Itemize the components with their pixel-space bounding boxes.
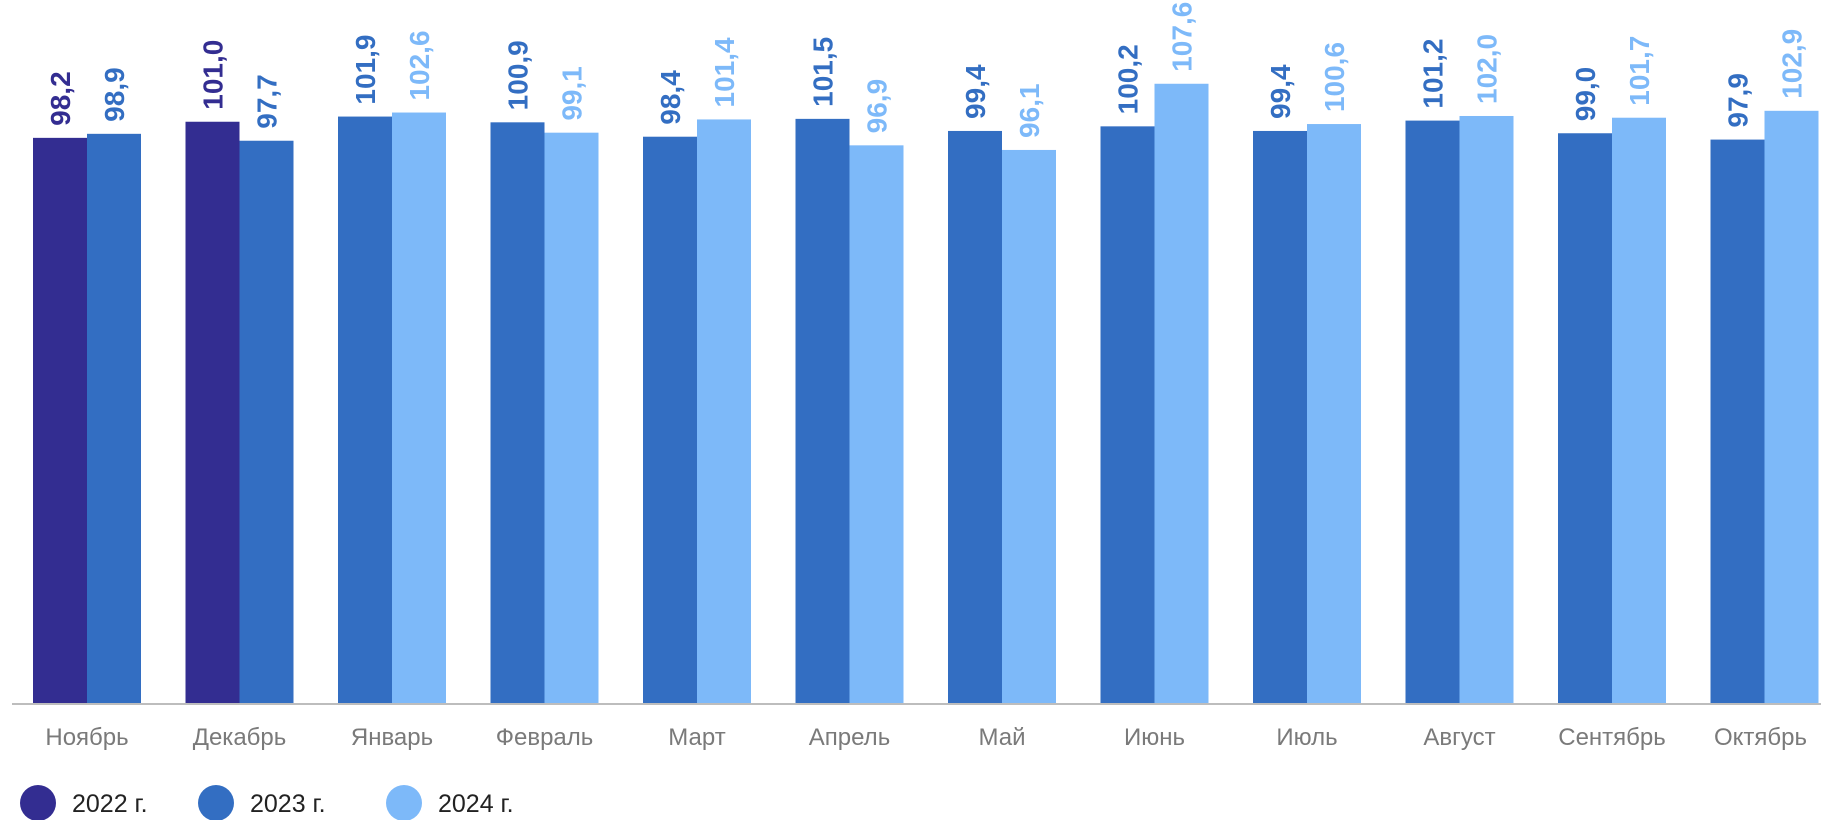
- bar-Июнь-2024 г.: [1154, 83, 1209, 703]
- bar-Декабрь-2023 г.: [239, 140, 294, 703]
- data-label-Ноябрь-2023 г.: 98,9: [99, 67, 130, 122]
- data-label-Февраль-2023 г.: 100,9: [503, 40, 534, 110]
- data-label-Октябрь-2024 г.: 102,9: [1777, 29, 1808, 99]
- bar-Июль-2024 г.: [1307, 124, 1361, 703]
- data-label-Сентябрь-2024 г.: 101,7: [1624, 36, 1655, 106]
- data-label-Июль-2024 г.: 100,6: [1319, 42, 1350, 112]
- bar-Октябрь-2024 г.: [1764, 110, 1819, 704]
- legend-label-2024 г.: 2024 г.: [438, 790, 514, 818]
- bar-Август-2023 г.: [1405, 120, 1460, 704]
- data-label-Декабрь-2023 г.: 97,7: [252, 74, 283, 129]
- data-label-Июнь-2024 г.: 107,6: [1167, 2, 1198, 72]
- data-label-Апрель-2023 г.: 101,5: [808, 37, 839, 107]
- data-label-Январь-2023 г.: 101,9: [350, 34, 381, 104]
- data-label-Сентябрь-2023 г.: 99,0: [1570, 67, 1601, 122]
- bar-Февраль-2023 г.: [490, 122, 545, 704]
- bar-Сентябрь-2023 г.: [1558, 133, 1612, 703]
- bar-Июль-2023 г.: [1253, 130, 1307, 703]
- x-tick-label-Август: Август: [1423, 724, 1495, 751]
- bar-Сентябрь-2024 г.: [1612, 117, 1666, 704]
- x-tick-label-Июль: Июль: [1276, 724, 1337, 751]
- data-label-Январь-2024 г.: 102,6: [404, 30, 435, 100]
- x-tick-label-Июнь: Июнь: [1124, 724, 1185, 751]
- data-label-Март-2024 г.: 101,4: [709, 37, 740, 107]
- bar-Октябрь-2023 г.: [1710, 139, 1765, 703]
- x-tick-label-Январь: Январь: [351, 724, 433, 751]
- data-labels-layer: 98,2 98,9 101,0 97,7 101,9 102,6 100,9 99,1 98,4…: [45, 2, 1808, 138]
- legend-marker-2023 г.: [198, 785, 234, 820]
- data-label-Ноябрь-2022 г.: 98,2: [45, 71, 76, 126]
- bar-Август-2024 г.: [1459, 115, 1514, 704]
- bar-Декабрь-2022 г.: [185, 121, 240, 704]
- bar-Март-2024 г.: [697, 119, 751, 704]
- bar-Май-2023 г.: [948, 130, 1002, 703]
- x-tick-label-Октябрь: Октябрь: [1714, 724, 1807, 751]
- data-label-Август-2024 г.: 102,0: [1472, 34, 1503, 104]
- data-label-Декабрь-2022 г.: 101,0: [198, 40, 229, 110]
- legend-label-2022 г.: 2022 г.: [72, 790, 148, 818]
- bar-Апрель-2023 г.: [795, 118, 850, 704]
- data-label-Май-2023 г.: 99,4: [960, 64, 991, 119]
- x-tick-label-Сентябрь: Сентябрь: [1558, 724, 1666, 751]
- x-tick-labels-layer: Ноябрь Декабрь Январь Февраль Март Апрель Май И…: [45, 724, 1807, 751]
- data-label-Апрель-2024 г.: 96,9: [862, 79, 893, 134]
- bars-layer: [33, 83, 1819, 704]
- data-label-Июнь-2023 г.: 100,2: [1113, 44, 1144, 114]
- x-tick-label-Май: Май: [978, 724, 1025, 751]
- data-label-Май-2024 г.: 96,1: [1014, 83, 1045, 138]
- legend-marker-2022 г.: [20, 785, 56, 820]
- bar-Май-2024 г.: [1002, 149, 1056, 703]
- x-tick-label-Апрель: Апрель: [809, 724, 890, 751]
- data-label-Август-2023 г.: 101,2: [1418, 39, 1449, 109]
- bar-Июнь-2023 г.: [1100, 126, 1155, 703]
- bar-Январь-2024 г.: [392, 112, 446, 704]
- data-label-Июль-2023 г.: 99,4: [1265, 64, 1296, 119]
- legend-label-2023 г.: 2023 г.: [250, 790, 326, 818]
- bar-Апрель-2024 г.: [849, 145, 904, 703]
- bar-Март-2023 г.: [643, 136, 697, 703]
- x-tick-label-Февраль: Февраль: [496, 724, 594, 751]
- bar-Ноябрь-2023 г.: [87, 133, 141, 703]
- bar-Февраль-2024 г.: [544, 132, 599, 703]
- bar-Ноябрь-2022 г.: [33, 137, 87, 703]
- x-tick-label-Декабрь: Декабрь: [193, 724, 287, 751]
- data-label-Март-2023 г.: 98,4: [655, 70, 686, 125]
- x-tick-label-Ноябрь: Ноябрь: [45, 724, 128, 751]
- legend-marker-2024 г.: [386, 785, 422, 820]
- data-label-Октябрь-2023 г.: 97,9: [1723, 73, 1754, 128]
- data-label-Февраль-2024 г.: 99,1: [557, 66, 588, 121]
- legend: 2022 г. 2023 г. 2024 г.: [20, 785, 514, 820]
- bar-Январь-2023 г.: [338, 116, 392, 704]
- x-tick-label-Март: Март: [668, 724, 725, 751]
